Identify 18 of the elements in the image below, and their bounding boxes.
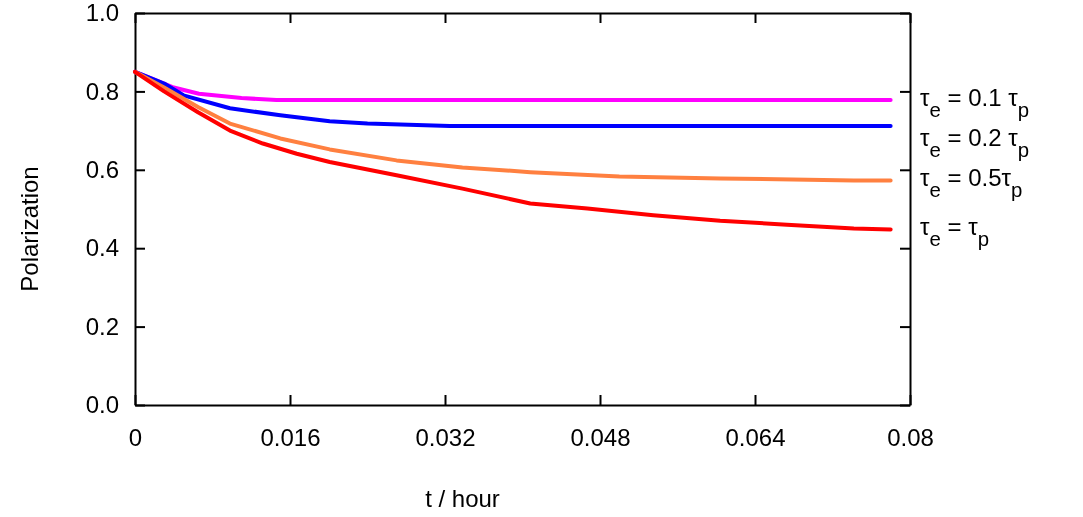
x-tick-label: 0.016 bbox=[260, 424, 321, 452]
series-label: τ$_{e}$ = 0.5τ$_{p}$ bbox=[920, 164, 1023, 202]
x-tick-label: 0.08 bbox=[887, 424, 934, 452]
y-tick-label: 0.2 bbox=[85, 312, 119, 340]
x-axis-title: t / hour bbox=[425, 485, 500, 512]
x-tick-label: 0.064 bbox=[725, 424, 786, 452]
series-label: τ$_{e}$ = τ$_{p}$ bbox=[920, 213, 990, 251]
y-tick-label: 0.4 bbox=[85, 234, 119, 262]
y-tick-label: 0.6 bbox=[85, 155, 119, 183]
x-tick-label: 0.048 bbox=[570, 424, 631, 452]
series-label: τ$_{e}$ = 0.2 τ$_{p}$ bbox=[920, 124, 1030, 162]
y-tick-label: 0.0 bbox=[85, 391, 119, 419]
series-label: τ$_{e}$ = 0.1 τ$_{p}$ bbox=[920, 84, 1030, 122]
y-tick-label: 1.0 bbox=[85, 0, 119, 27]
y-axis-title: Polarization bbox=[16, 166, 43, 292]
y-tick-label: 0.8 bbox=[85, 77, 119, 105]
x-tick-label: 0 bbox=[128, 424, 143, 452]
x-tick-label: 0.032 bbox=[415, 424, 476, 452]
